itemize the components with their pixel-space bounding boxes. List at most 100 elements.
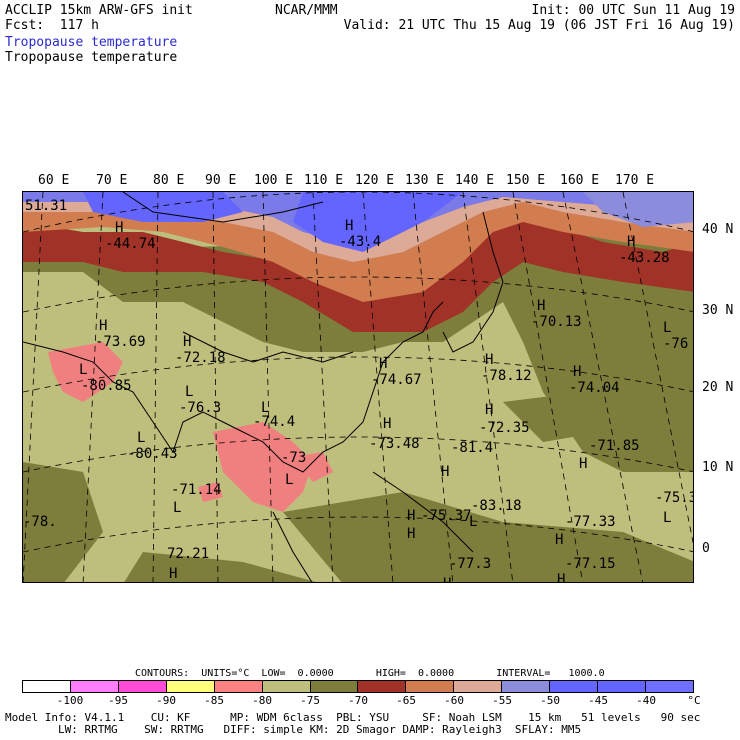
high-marker: H bbox=[485, 402, 493, 418]
lon-label: 90 E bbox=[205, 173, 237, 188]
low-marker: L bbox=[185, 384, 193, 400]
colorbar-label: -75 bbox=[300, 694, 320, 707]
temperature-value: -77.33 bbox=[565, 514, 616, 530]
high-marker: H bbox=[383, 416, 391, 432]
org-label: NCAR/MMM bbox=[275, 3, 338, 18]
temperature-value: 51.31 bbox=[25, 198, 67, 214]
temperature-value: -76.3 bbox=[179, 400, 221, 416]
low-marker: L bbox=[79, 362, 87, 378]
high-marker: H bbox=[557, 572, 565, 583]
lon-label: 60 E bbox=[38, 173, 70, 188]
colorbar-label: -100 bbox=[56, 694, 84, 707]
olive-patch bbox=[283, 492, 693, 582]
high-marker: H bbox=[407, 508, 415, 524]
temperature-value: -80.85 bbox=[81, 378, 132, 394]
map-canvas: 51.31H-44.74H-43.4 H-43.28H-73.69 H-72.18L… bbox=[23, 192, 693, 583]
temperature-value: -70.13 bbox=[531, 314, 582, 330]
lat-label: 0 bbox=[702, 541, 710, 556]
pink-patch bbox=[293, 452, 333, 482]
colorbar-label: -65 bbox=[396, 694, 416, 707]
temperature-value: -77.3 bbox=[449, 556, 491, 572]
lat-label: 30 N bbox=[702, 303, 734, 318]
colorbar-swatch bbox=[70, 681, 119, 692]
blue-core bbox=[293, 192, 463, 252]
high-marker: H bbox=[115, 220, 123, 236]
temperature-value: -78. bbox=[23, 514, 57, 530]
colorbar-label: °C bbox=[687, 694, 701, 707]
colorbar bbox=[22, 680, 694, 693]
lon-label: 170 E bbox=[615, 173, 655, 188]
temperature-value: -73 bbox=[281, 450, 306, 466]
colorbar-label: -90 bbox=[156, 694, 176, 707]
temperature-value: -72.18 bbox=[175, 350, 226, 366]
olive-patch bbox=[23, 462, 103, 582]
temperature-value: 72.21 bbox=[167, 546, 209, 562]
colorbar-swatch bbox=[310, 681, 359, 692]
high-marker: H bbox=[443, 576, 451, 583]
lavender-core bbox=[583, 192, 693, 227]
temperature-value: -74.4 bbox=[253, 414, 295, 430]
colorbar-swatch bbox=[502, 681, 551, 692]
colorbar-label: -70 bbox=[348, 694, 368, 707]
temperature-value: -73.69 bbox=[95, 334, 146, 350]
forecast-hour: Fcst: 117 h bbox=[5, 18, 99, 33]
lat-label: 40 N bbox=[702, 222, 734, 237]
low-marker: L bbox=[285, 472, 293, 488]
temperature-value: -75.37 bbox=[421, 508, 472, 524]
lon-label: 80 E bbox=[153, 173, 185, 188]
tropopause-map[interactable]: 51.31 H -44.74 H -43.4 H -43.28 H -73.69 H -72.18 L… bbox=[22, 191, 694, 583]
olive-band bbox=[23, 232, 693, 452]
colorbar-label: -80 bbox=[252, 694, 272, 707]
temperature-value: -44.74 bbox=[105, 236, 156, 252]
blue-core bbox=[83, 192, 243, 222]
colorbar-swatch bbox=[118, 681, 167, 692]
colorbar-label: -55 bbox=[492, 694, 512, 707]
colorbar-swatch bbox=[166, 681, 215, 692]
olive-patch bbox=[124, 552, 316, 582]
high-marker: H bbox=[537, 298, 545, 314]
colorbar-swatch bbox=[454, 681, 503, 692]
high-marker: H bbox=[379, 356, 387, 372]
colorbar-swatch bbox=[262, 681, 311, 692]
high-marker: H bbox=[345, 218, 353, 234]
temperature-value: -71.85 bbox=[589, 438, 640, 454]
high-marker: H bbox=[169, 566, 177, 582]
colorbar-swatch bbox=[214, 681, 263, 692]
low-marker: L bbox=[663, 320, 671, 336]
low-marker: L bbox=[173, 500, 181, 516]
temperature-value: -73.48 bbox=[369, 436, 420, 452]
lon-label: 100 E bbox=[254, 173, 294, 188]
colorbar-swatch bbox=[598, 681, 646, 692]
lat-label: 20 N bbox=[702, 380, 734, 395]
temperature-value: -43.4 bbox=[339, 234, 381, 250]
lon-label: 120 E bbox=[355, 173, 395, 188]
field-title: Tropopause temperature bbox=[5, 50, 178, 65]
model-info-line2: LW: RRTMG SW: RRTMG DIFF: simple KM: 2D … bbox=[5, 723, 582, 736]
temperature-value: -78.12 bbox=[481, 368, 532, 384]
temperature-value: -43.28 bbox=[619, 250, 670, 266]
colorbar-label: -95 bbox=[108, 694, 128, 707]
olive-patch bbox=[503, 392, 603, 442]
lon-label: 130 E bbox=[405, 173, 445, 188]
temperature-value: -77.15 bbox=[565, 556, 616, 572]
high-marker: H bbox=[99, 318, 107, 334]
pink-patch bbox=[213, 422, 313, 512]
low-marker: L bbox=[663, 510, 671, 526]
temperature-value: -80.43 bbox=[127, 446, 178, 462]
temperature-value: -76 bbox=[663, 336, 688, 352]
high-marker: H bbox=[485, 352, 493, 368]
valid-time: Valid: 21 UTC Thu 15 Aug 19 (06 JST Fri … bbox=[343, 18, 735, 33]
temperature-value: -72.35 bbox=[479, 420, 530, 436]
colorbar-swatch bbox=[645, 681, 693, 692]
temperature-value: -74.04 bbox=[569, 380, 620, 396]
high-marker: H bbox=[407, 526, 415, 542]
map-label-layer: 51.31H-44.74H-43.4 H-43.28H-73.69 H-72.18L… bbox=[23, 198, 693, 583]
high-marker: H bbox=[441, 464, 449, 480]
pink-patch bbox=[48, 342, 123, 402]
high-marker: H bbox=[573, 364, 581, 380]
colorbar-label: -40 bbox=[636, 694, 656, 707]
low-marker: L bbox=[137, 430, 145, 446]
coastlines bbox=[23, 192, 504, 582]
colorbar-swatch bbox=[358, 681, 407, 692]
high-marker: H bbox=[579, 456, 587, 472]
